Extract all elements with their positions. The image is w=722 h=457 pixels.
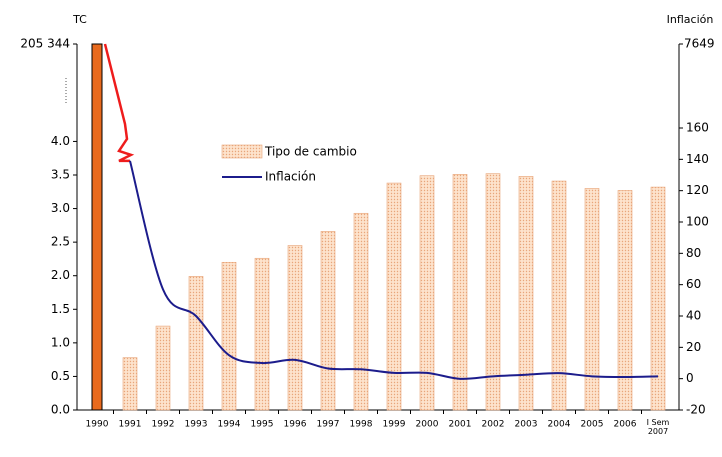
bar: [386, 182, 402, 411]
x-tick-label: 1998: [350, 420, 373, 430]
y2-tick-label: 140: [686, 152, 709, 166]
x-tick-label: 1992: [152, 420, 175, 430]
y-tick-label: 2.0: [51, 268, 70, 282]
y2-tick-label: 20: [686, 340, 701, 354]
y2-tick-label: 160: [686, 121, 709, 135]
y-tick-label: 3.0: [51, 201, 70, 215]
y2-tick-label: 100: [686, 215, 709, 229]
y-tick-label: 2.5: [51, 235, 70, 249]
x-tick-label: 1993: [185, 420, 208, 430]
bar: [419, 175, 435, 411]
y-tick-label: 1.0: [51, 335, 70, 349]
bar: [254, 257, 270, 411]
line-break-connector: [103, 43, 135, 163]
bar: [320, 231, 336, 411]
line: [129, 160, 659, 380]
x-tick-label: 2004: [548, 420, 571, 430]
bar: [518, 176, 534, 411]
y2-tick-label: 0: [686, 371, 694, 385]
bar: [287, 245, 303, 411]
bar: [122, 357, 138, 411]
x-tick-label: 1997: [317, 420, 340, 430]
y-tick-label: 0.5: [51, 369, 70, 383]
bar: [485, 173, 501, 411]
y-axis-label: TC: [72, 13, 87, 26]
y-tick-label: 4.0: [51, 134, 70, 148]
x-tick-label: 2006: [614, 420, 637, 430]
x-tick-label: 1996: [284, 420, 307, 430]
legend-label: Tipo de cambio: [264, 145, 357, 159]
y-tick-label: 1.5: [51, 302, 70, 316]
legend-label: Inflación: [265, 170, 316, 184]
bar: [650, 186, 666, 411]
bar: [91, 43, 103, 411]
y2-tick-label: 60: [686, 277, 701, 291]
x-tick-label: 2001: [449, 420, 472, 430]
bar: [452, 174, 468, 411]
x-tick-label: 2000: [416, 420, 439, 430]
bar: [188, 276, 204, 411]
x-tick-label: 1995: [251, 420, 274, 430]
y2-tick-label: 120: [686, 183, 709, 197]
bar: [584, 188, 600, 411]
y2-tick-label: 7649: [684, 37, 715, 51]
bar: [617, 190, 633, 411]
y2-tick-label: 40: [686, 309, 701, 323]
y2-axis-label: Inflación: [667, 13, 714, 26]
x-tick-label: 1990: [86, 420, 109, 430]
bar: [155, 325, 171, 411]
x-tick-label: 2002: [482, 420, 505, 430]
bar: [353, 212, 369, 411]
bar: [551, 180, 567, 411]
y2-tick-label: -20: [686, 403, 706, 417]
x-tick-label: 2005: [581, 420, 604, 430]
x-tick-label: I Sem 2007: [646, 418, 670, 436]
y-tick-label: 3.5: [51, 168, 70, 182]
x-tick-label: 1999: [383, 420, 406, 430]
x-tick-label: 2003: [515, 420, 538, 430]
y-tick-label: 0.0: [51, 403, 70, 417]
y2-tick-label: 80: [686, 246, 701, 260]
y-tick-label: 205 344: [20, 37, 70, 51]
x-tick-label: 1991: [119, 420, 142, 430]
legend-swatch: [221, 144, 263, 159]
bar: [221, 261, 237, 411]
x-tick-label: 1994: [218, 420, 241, 430]
